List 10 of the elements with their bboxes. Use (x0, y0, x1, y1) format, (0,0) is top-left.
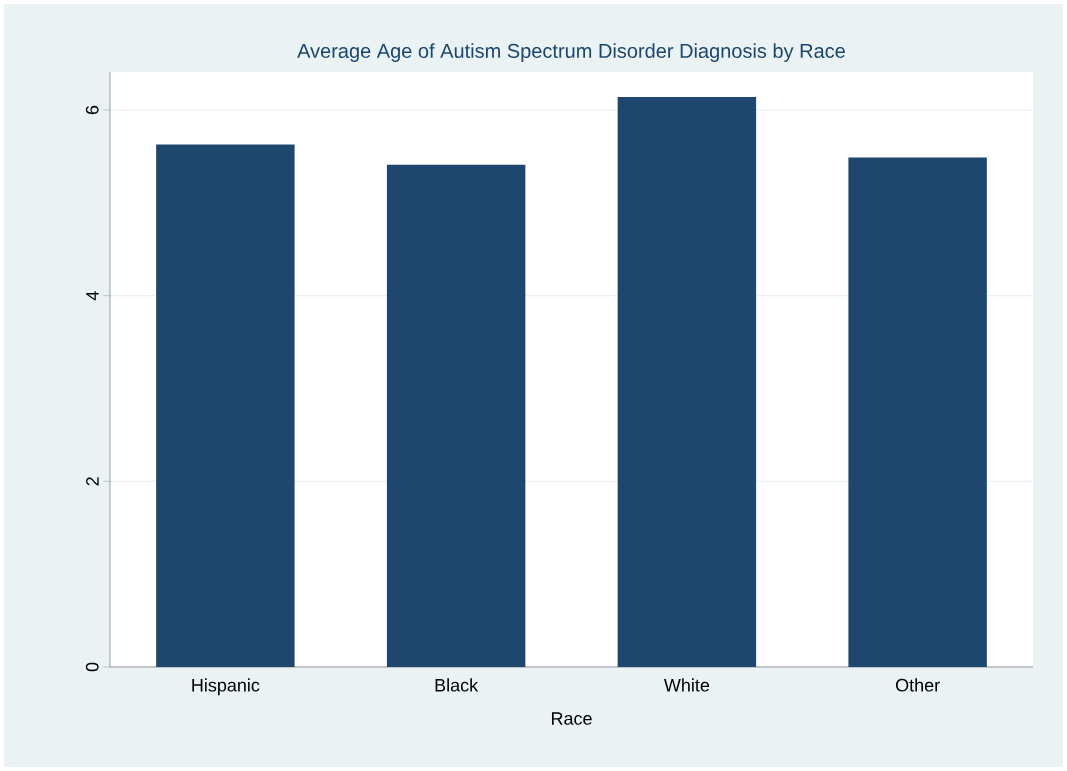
chart-title: Average Age of Autism Spectrum Disorder Diagnosis by Race (297, 43, 845, 62)
y-tick-label: 0 (85, 662, 99, 672)
x-tick-label: White (663, 678, 710, 692)
y-tick-label: 4 (86, 291, 99, 301)
y-tick-label: 2 (86, 477, 99, 486)
x-axis-title: Race (551, 712, 592, 725)
x-tick-label: Other (895, 678, 940, 692)
x-tick-label: Hispanic (192, 678, 260, 696)
x-tick-label: Black (435, 678, 479, 692)
y-tick-label: 6 (85, 105, 99, 115)
